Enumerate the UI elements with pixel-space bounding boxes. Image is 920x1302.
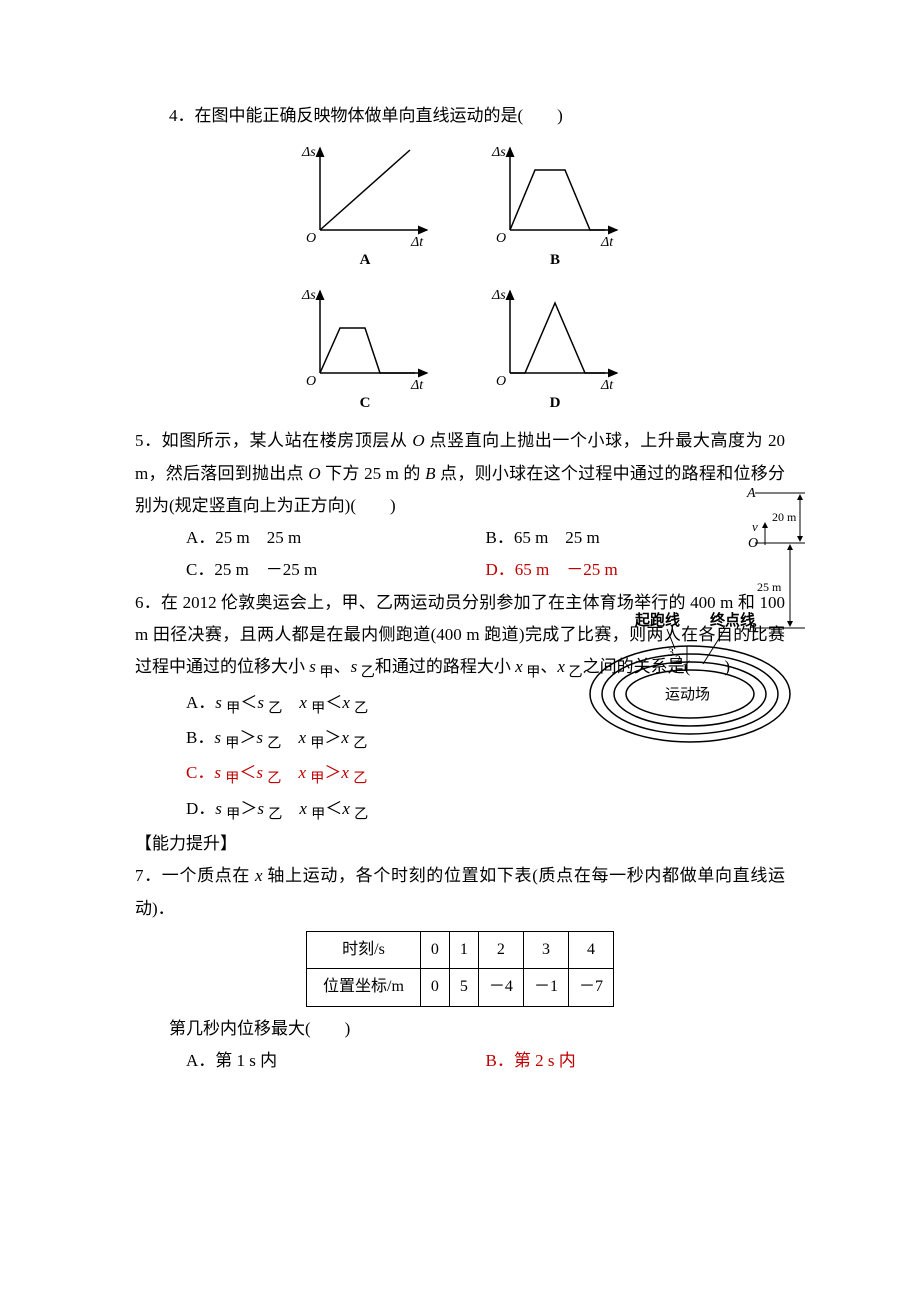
q5-optB: B．65 m 25 m — [486, 522, 786, 554]
svg-text:Δt: Δt — [600, 378, 614, 393]
q7-cell: 0 — [420, 931, 449, 968]
q6-t2: 和通过的路程大小 — [375, 657, 515, 676]
svg-text:O: O — [748, 536, 758, 551]
q5-options: A．25 m 25 m B．65 m 25 m C．25 m －25 m D．6… — [186, 522, 785, 587]
svg-text:Δs: Δs — [491, 145, 506, 160]
svg-text:O: O — [306, 374, 316, 389]
svg-text:3: 3 — [668, 645, 674, 659]
q4-panel-D: Δs Δt O D — [485, 283, 625, 418]
q6-xj: x — [515, 657, 523, 676]
q6-optD: D．s 甲＞s 乙 x 甲＜x 乙 — [186, 793, 486, 828]
q5-optA: A．25 m 25 m — [186, 522, 486, 554]
q6-options: A．s 甲＜s 乙 x 甲＜x 乙 B．s 甲＞s 乙 x 甲＞x 乙 C．s … — [186, 687, 486, 828]
q4-text: 4．在图中能正确反映物体做单向直线运动的是( ) — [135, 100, 785, 132]
svg-text:Δt: Δt — [600, 235, 614, 250]
q7-t1: 7．一个质点在 x 轴上运动，各个时刻的位置如下表(质点在每一秒内都做单向直线运… — [135, 866, 785, 917]
q6-sj-sub: 甲 — [316, 665, 334, 681]
q7-cell: －7 — [568, 969, 613, 1006]
q5-optC: C．25 m －25 m — [186, 554, 486, 586]
q5-optD: D．65 m －25 m — [486, 554, 786, 586]
q6-figure: 起跑线 终点线 3 2 1 运动场 — [575, 609, 805, 749]
section-heading: 【能力提升】 — [135, 828, 785, 860]
q6-m2: 、 — [540, 657, 557, 676]
q6-sy-sub: 乙 — [357, 665, 375, 681]
q6-xy: x — [557, 657, 565, 676]
q7-cell: 5 — [449, 969, 478, 1006]
svg-text:Δs: Δs — [491, 288, 506, 303]
q6-m1: 、 — [334, 657, 351, 676]
q7-text: 7．一个质点在 x 轴上运动，各个时刻的位置如下表(质点在每一秒内都做单向直线运… — [135, 860, 785, 925]
svg-text:Δs: Δs — [301, 288, 316, 303]
q4-panel-C: Δs Δt O C — [295, 283, 435, 418]
svg-text:终点线: 终点线 — [710, 611, 755, 629]
q7-cell: 位置坐标/m — [307, 969, 421, 1006]
q4-panel-A: Δs Δt O A — [295, 140, 435, 275]
svg-text:1: 1 — [682, 660, 688, 674]
q6-optB: B．s 甲＞s 乙 x 甲＞x 乙 — [186, 722, 486, 757]
q7-cell: 时刻/s — [307, 931, 421, 968]
q7-options: A．第 1 s 内 B．第 2 s 内 — [186, 1045, 785, 1077]
q7-cell: 1 — [449, 931, 478, 968]
q5-t1: 5．如图所示，某人站在楼房顶层从 — [135, 431, 412, 450]
svg-text:A: A — [746, 486, 756, 501]
svg-text:Δs: Δs — [301, 145, 316, 160]
q5-block: 5．如图所示，某人站在楼房顶层从 O 点竖直向上抛出一个小球，上升最大高度为 2… — [135, 425, 785, 586]
q5-t3: 下方 25 m 的 — [321, 464, 426, 483]
svg-text:Δt: Δt — [410, 378, 424, 393]
svg-text:运动场: 运动场 — [665, 686, 710, 703]
svg-text:2: 2 — [675, 652, 681, 666]
svg-text:O: O — [496, 231, 506, 246]
q5-O2: O — [308, 464, 320, 483]
q7-cell: 4 — [568, 931, 613, 968]
svg-text:Δt: Δt — [410, 235, 424, 250]
q4-row2: Δs Δt O C Δs Δt O D — [135, 283, 785, 418]
q6-optA: A．s 甲＜s 乙 x 甲＜x 乙 — [186, 687, 486, 722]
q6-block: 6．在 2012 伦敦奥运会上，甲、乙两运动员分别参加了在主体育场举行的 400… — [135, 587, 785, 828]
q7-cell: 3 — [523, 931, 568, 968]
q5-B: B — [425, 464, 435, 483]
q7-cell: －4 — [478, 969, 523, 1006]
q5-O1: O — [412, 431, 424, 450]
q7-text2: 第几秒内位移最大( ) — [135, 1013, 785, 1045]
q7-optB: B．第 2 s 内 — [486, 1045, 786, 1077]
q7-cell: 2 — [478, 931, 523, 968]
q6-sj: s — [309, 657, 316, 676]
svg-text:O: O — [496, 374, 506, 389]
svg-text:20 m: 20 m — [772, 510, 797, 524]
q4-panel-B: Δs Δt O B — [485, 140, 625, 275]
q6-optC: C．s 甲＜s 乙 x 甲＞x 乙 — [186, 757, 486, 792]
q7-cell: 0 — [420, 969, 449, 1006]
q6-xj-sub: 甲 — [523, 665, 541, 681]
svg-text:O: O — [306, 231, 316, 246]
q4-row1: Δs Δt O A Δs Δt O B — [135, 140, 785, 275]
q5-text: 5．如图所示，某人站在楼房顶层从 O 点竖直向上抛出一个小球，上升最大高度为 2… — [135, 425, 785, 522]
q7-table: 时刻/s01234 位置坐标/m05－4－1－7 — [306, 931, 614, 1007]
q7-cell: －1 — [523, 969, 568, 1006]
svg-text:v: v — [752, 519, 758, 534]
q7-optA: A．第 1 s 内 — [186, 1045, 486, 1077]
svg-text:起跑线: 起跑线 — [634, 611, 680, 629]
